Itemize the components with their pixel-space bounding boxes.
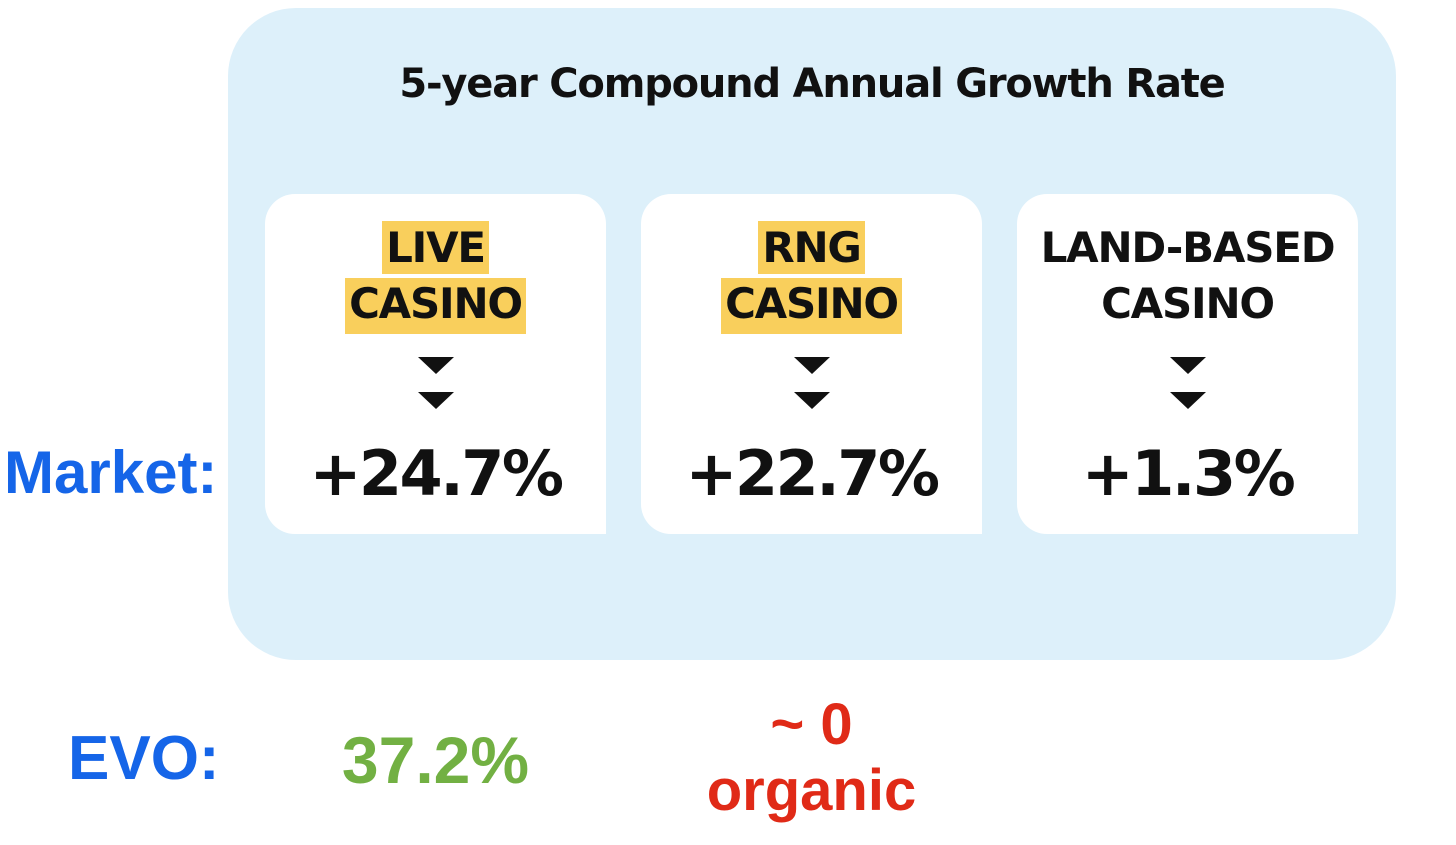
market-row-label: Market: <box>4 439 218 506</box>
evo-live-casino-growth: 37.2% <box>341 723 530 797</box>
double-down-arrow-icon <box>265 357 606 409</box>
double-down-arrow-icon <box>641 357 982 409</box>
down-arrow-icon <box>417 392 454 409</box>
live-casino-market-cagr: +24.7% <box>309 437 564 510</box>
live-casino-label-line1: LIVE <box>382 221 489 274</box>
rng-casino-market-cagr: +22.7% <box>685 437 940 510</box>
evo-rng-casino-growth: ~ 0 organic <box>641 692 982 824</box>
evo-row-label: EVO: <box>68 724 220 793</box>
down-arrow-icon <box>793 392 830 409</box>
card-rng-casino-label: RNG CASINO <box>641 220 982 334</box>
down-arrow-icon <box>417 357 454 374</box>
land-based-label-line2: CASINO <box>1101 279 1275 328</box>
land-based-label-line1: LAND-BASED <box>1040 223 1336 272</box>
down-arrow-icon <box>1169 392 1206 409</box>
evo-rng-note: organic <box>706 758 917 823</box>
card-live-casino-label: LIVE CASINO <box>265 220 606 334</box>
card-land-based-casino-label: LAND-BASED CASINO <box>1017 220 1358 332</box>
evo-rng-value: ~ 0 <box>770 692 853 757</box>
double-down-arrow-icon <box>1017 357 1358 409</box>
rng-casino-label-line1: RNG <box>758 221 865 274</box>
down-arrow-icon <box>1169 357 1206 374</box>
down-arrow-icon <box>793 357 830 374</box>
rng-casino-label-line2: CASINO <box>721 278 902 334</box>
live-casino-label-line2: CASINO <box>345 278 526 334</box>
land-based-market-cagr: +1.3% <box>1081 437 1296 510</box>
panel-title: 5-year Compound Annual Growth Rate <box>399 61 1225 107</box>
